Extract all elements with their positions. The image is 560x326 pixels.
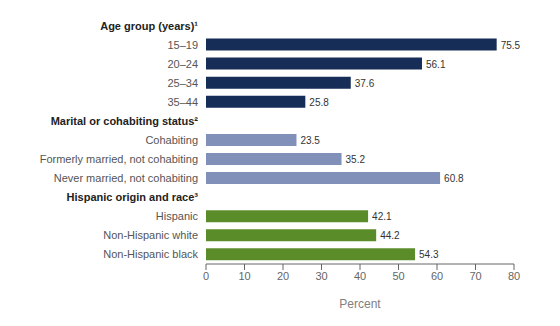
svg-text:35–44: 35–44: [167, 96, 198, 108]
svg-text:54.3: 54.3: [419, 249, 439, 260]
svg-text:37.6: 37.6: [355, 78, 375, 89]
svg-text:40: 40: [354, 270, 366, 282]
svg-text:Marital or cohabiting status²: Marital or cohabiting status²: [51, 115, 199, 127]
svg-text:44.2: 44.2: [380, 230, 400, 241]
svg-text:70: 70: [469, 270, 481, 282]
svg-text:20: 20: [277, 270, 289, 282]
svg-text:42.1: 42.1: [372, 211, 392, 222]
svg-text:Hispanic: Hispanic: [156, 210, 199, 222]
svg-text:Non-Hispanic black: Non-Hispanic black: [103, 248, 198, 260]
svg-text:80: 80: [508, 270, 520, 282]
svg-text:25–34: 25–34: [167, 77, 198, 89]
svg-text:Formerly married, not cohabiti: Formerly married, not cohabiting: [40, 153, 198, 165]
svg-text:25.8: 25.8: [309, 97, 329, 108]
svg-text:Never married, not cohabiting: Never married, not cohabiting: [54, 172, 198, 184]
svg-text:60.8: 60.8: [444, 173, 464, 184]
svg-text:35.2: 35.2: [346, 154, 366, 165]
svg-text:75.5: 75.5: [501, 40, 521, 51]
svg-text:Percent: Percent: [339, 297, 381, 311]
svg-text:Hispanic origin and race³: Hispanic origin and race³: [67, 191, 199, 203]
svg-text:23.5: 23.5: [300, 135, 320, 146]
svg-text:0: 0: [203, 270, 209, 282]
svg-text:60: 60: [431, 270, 443, 282]
svg-text:Non-Hispanic white: Non-Hispanic white: [103, 229, 198, 241]
svg-text:30: 30: [315, 270, 327, 282]
svg-text:50: 50: [392, 270, 404, 282]
svg-text:Age group (years)¹: Age group (years)¹: [100, 20, 198, 32]
svg-text:Cohabiting: Cohabiting: [145, 134, 198, 146]
svg-text:56.1: 56.1: [426, 59, 446, 70]
svg-text:10: 10: [238, 270, 250, 282]
svg-text:15–19: 15–19: [167, 39, 198, 51]
svg-text:20–24: 20–24: [167, 58, 198, 70]
